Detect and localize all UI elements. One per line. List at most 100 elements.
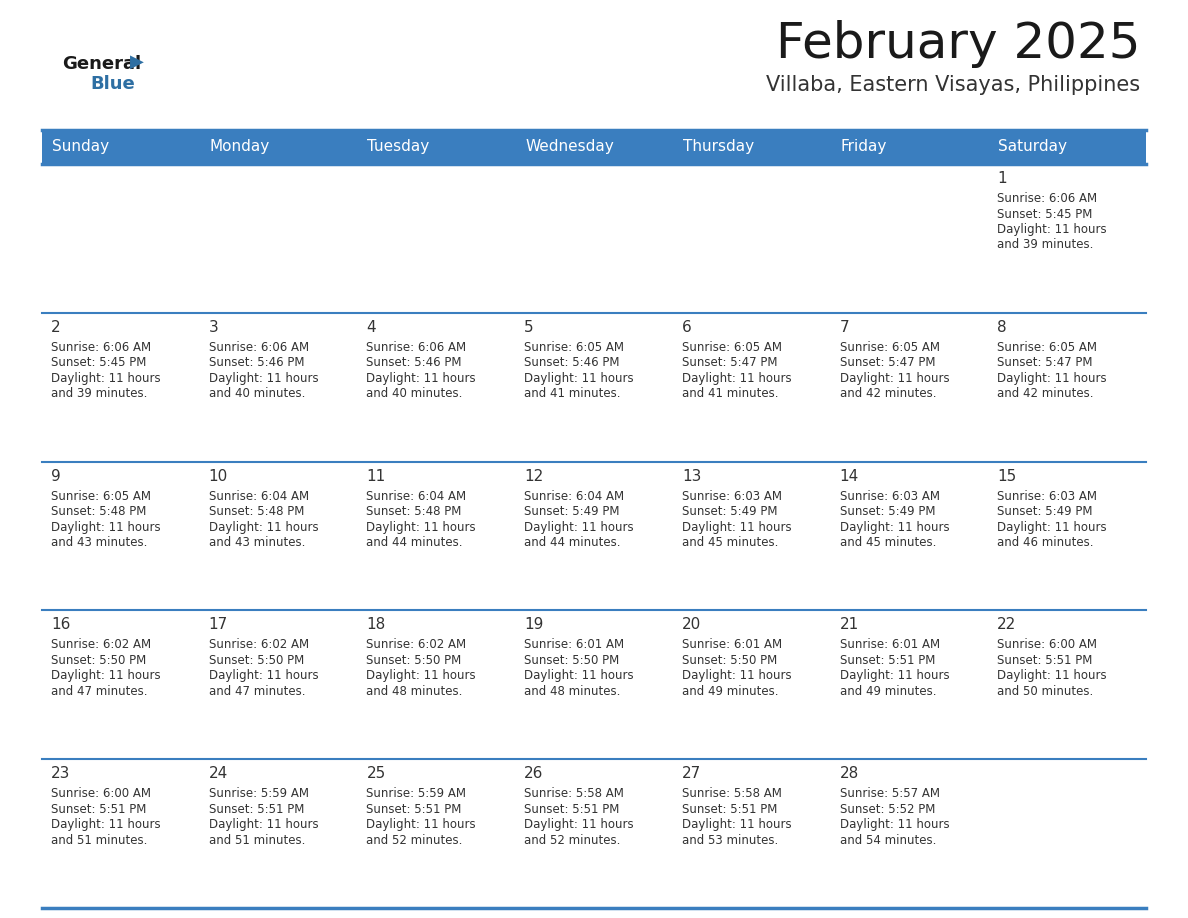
Text: Daylight: 11 hours: Daylight: 11 hours [840,818,949,831]
Bar [42,610,200,759]
Bar [516,130,672,164]
Bar [200,610,358,759]
Bar [988,130,1146,164]
Text: Sunset: 5:50 PM: Sunset: 5:50 PM [51,654,146,666]
Text: Sunset: 5:48 PM: Sunset: 5:48 PM [51,505,146,518]
Text: Daylight: 11 hours: Daylight: 11 hours [366,521,476,533]
Text: Sunset: 5:51 PM: Sunset: 5:51 PM [682,802,777,816]
Text: Sunrise: 6:03 AM: Sunrise: 6:03 AM [682,489,782,502]
Text: and 50 minutes.: and 50 minutes. [997,685,1093,698]
Text: and 46 minutes.: and 46 minutes. [997,536,1094,549]
Text: and 41 minutes.: and 41 minutes. [682,387,778,400]
Text: and 42 minutes.: and 42 minutes. [840,387,936,400]
Bar [516,313,672,462]
Text: Sunrise: 6:02 AM: Sunrise: 6:02 AM [51,638,151,652]
Bar [830,462,988,610]
Text: 5: 5 [524,319,533,335]
Text: Thursday: Thursday [683,140,754,154]
Text: 1: 1 [997,171,1007,186]
Text: and 48 minutes.: and 48 minutes. [366,685,463,698]
Text: Daylight: 11 hours: Daylight: 11 hours [209,669,318,682]
Text: Sunset: 5:47 PM: Sunset: 5:47 PM [997,356,1093,369]
Text: Sunrise: 6:05 AM: Sunrise: 6:05 AM [997,341,1098,353]
Text: Sunset: 5:49 PM: Sunset: 5:49 PM [997,505,1093,518]
Text: Sunset: 5:49 PM: Sunset: 5:49 PM [840,505,935,518]
Text: and 51 minutes.: and 51 minutes. [51,834,147,846]
Text: Sunrise: 6:05 AM: Sunrise: 6:05 AM [524,341,624,353]
Bar [358,462,516,610]
Text: Sunset: 5:47 PM: Sunset: 5:47 PM [682,356,777,369]
Text: Daylight: 11 hours: Daylight: 11 hours [524,521,633,533]
Text: and 43 minutes.: and 43 minutes. [209,536,305,549]
Text: Sunrise: 6:00 AM: Sunrise: 6:00 AM [997,638,1098,652]
Text: Sunrise: 6:06 AM: Sunrise: 6:06 AM [51,341,151,353]
Text: Sunrise: 6:03 AM: Sunrise: 6:03 AM [997,489,1098,502]
Text: Sunset: 5:51 PM: Sunset: 5:51 PM [997,654,1093,666]
Text: Villaba, Eastern Visayas, Philippines: Villaba, Eastern Visayas, Philippines [766,75,1140,95]
Bar [830,130,988,164]
Text: Sunday: Sunday [52,140,109,154]
Text: and 39 minutes.: and 39 minutes. [997,239,1094,252]
Text: and 45 minutes.: and 45 minutes. [840,536,936,549]
Bar [200,164,358,313]
Text: Sunset: 5:51 PM: Sunset: 5:51 PM [366,802,462,816]
Bar [988,610,1146,759]
Text: and 44 minutes.: and 44 minutes. [366,536,463,549]
Text: Sunrise: 5:59 AM: Sunrise: 5:59 AM [209,788,309,800]
Text: 16: 16 [51,618,70,633]
Bar [672,164,830,313]
Text: Sunrise: 6:01 AM: Sunrise: 6:01 AM [524,638,624,652]
Text: 22: 22 [997,618,1017,633]
Bar [672,759,830,908]
Text: Sunrise: 6:04 AM: Sunrise: 6:04 AM [366,489,467,502]
Text: General: General [62,55,141,73]
Text: Saturday: Saturday [998,140,1067,154]
Bar [42,462,200,610]
Text: 3: 3 [209,319,219,335]
Text: 18: 18 [366,618,386,633]
Text: Sunrise: 6:02 AM: Sunrise: 6:02 AM [366,638,467,652]
Text: Sunrise: 6:02 AM: Sunrise: 6:02 AM [209,638,309,652]
Text: February 2025: February 2025 [776,20,1140,68]
Text: 12: 12 [524,468,543,484]
Text: Sunrise: 6:05 AM: Sunrise: 6:05 AM [840,341,940,353]
Text: Sunrise: 6:03 AM: Sunrise: 6:03 AM [840,489,940,502]
Text: Sunset: 5:50 PM: Sunset: 5:50 PM [209,654,304,666]
Bar [358,130,516,164]
Text: ▶: ▶ [129,53,144,71]
Text: 23: 23 [51,767,70,781]
Text: Sunset: 5:48 PM: Sunset: 5:48 PM [209,505,304,518]
Text: Daylight: 11 hours: Daylight: 11 hours [840,372,949,385]
Text: 24: 24 [209,767,228,781]
Text: Tuesday: Tuesday [367,140,430,154]
Text: Daylight: 11 hours: Daylight: 11 hours [51,372,160,385]
Text: Wednesday: Wednesday [525,140,614,154]
Text: Sunset: 5:52 PM: Sunset: 5:52 PM [840,802,935,816]
Text: and 49 minutes.: and 49 minutes. [682,685,778,698]
Bar [830,164,988,313]
Text: Daylight: 11 hours: Daylight: 11 hours [840,669,949,682]
Bar [516,610,672,759]
Text: and 52 minutes.: and 52 minutes. [524,834,620,846]
Text: Sunrise: 5:59 AM: Sunrise: 5:59 AM [366,788,467,800]
Text: Sunset: 5:51 PM: Sunset: 5:51 PM [524,802,619,816]
Bar [988,164,1146,313]
Text: Friday: Friday [841,140,887,154]
Text: Sunrise: 6:06 AM: Sunrise: 6:06 AM [209,341,309,353]
Text: 17: 17 [209,618,228,633]
Text: Sunrise: 6:05 AM: Sunrise: 6:05 AM [682,341,782,353]
Text: Sunset: 5:51 PM: Sunset: 5:51 PM [840,654,935,666]
Text: Sunrise: 6:01 AM: Sunrise: 6:01 AM [682,638,782,652]
Text: 21: 21 [840,618,859,633]
Bar [830,313,988,462]
Text: Sunrise: 5:58 AM: Sunrise: 5:58 AM [682,788,782,800]
Text: Sunset: 5:45 PM: Sunset: 5:45 PM [997,207,1093,220]
Bar [672,462,830,610]
Text: 9: 9 [51,468,61,484]
Bar [672,610,830,759]
Bar [200,462,358,610]
Text: Sunrise: 5:58 AM: Sunrise: 5:58 AM [524,788,624,800]
Text: Sunrise: 6:05 AM: Sunrise: 6:05 AM [51,489,151,502]
Bar [830,759,988,908]
Text: 10: 10 [209,468,228,484]
